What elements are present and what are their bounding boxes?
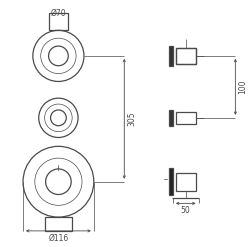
Text: Ø70: Ø70 — [50, 9, 66, 18]
Text: 305: 305 — [127, 111, 136, 126]
Bar — [176, 48, 196, 64]
Bar — [176, 48, 196, 64]
Bar — [168, 46, 173, 66]
Bar — [48, 13, 68, 30]
Bar — [45, 217, 72, 231]
Bar — [168, 168, 173, 195]
Text: 100: 100 — [238, 80, 247, 94]
Bar — [176, 112, 196, 124]
Bar — [176, 173, 196, 191]
Text: Ø116: Ø116 — [48, 234, 68, 243]
Text: 50: 50 — [181, 206, 190, 215]
Bar — [168, 110, 173, 126]
